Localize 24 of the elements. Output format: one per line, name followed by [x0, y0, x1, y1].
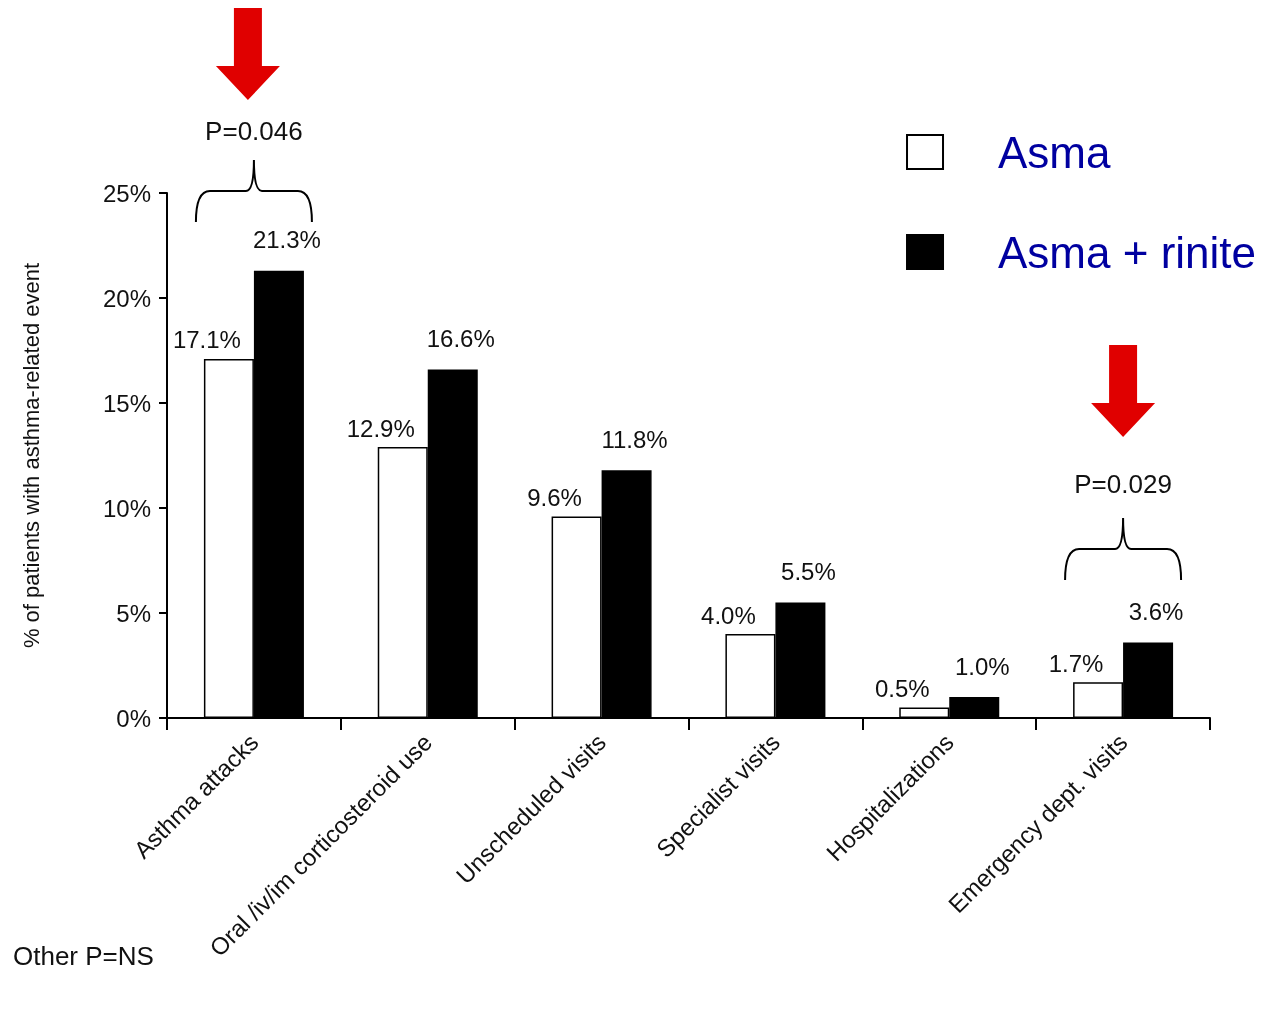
data-label: 3.6%: [1128, 597, 1184, 625]
y-tick-label: 5%: [116, 599, 151, 627]
data-label: 0.5%: [874, 675, 930, 702]
y-tick-label: 25%: [102, 179, 151, 207]
y-axis-title: % of patients with asthma-related event: [18, 262, 44, 649]
data-label: 17.1%: [172, 326, 241, 354]
text: P=0.046: [205, 116, 303, 147]
data-label: 4.0%: [701, 601, 756, 629]
data-label: 5.5%: [781, 558, 836, 585]
data-label: 16.6%: [426, 324, 495, 352]
text: Other P=NS: [13, 941, 154, 972]
data-label: 9.6%: [527, 483, 582, 511]
y-tick-label: 0%: [116, 704, 151, 732]
data-label: 1.0%: [954, 652, 1010, 680]
y-tick-label: 20%: [102, 284, 151, 312]
legend-label: Asma + rinite: [998, 227, 1256, 277]
legend-label: Asma: [998, 127, 1112, 177]
y-tick-label: 15%: [102, 389, 151, 417]
y-tick-label: 10%: [102, 494, 151, 522]
data-label: 21.3%: [252, 226, 321, 254]
annotation: P=0.029: [1074, 469, 1172, 500]
data-label: 1.7%: [1048, 649, 1104, 677]
data-label: 12.9%: [346, 414, 415, 442]
data-label: 11.8%: [601, 425, 668, 453]
